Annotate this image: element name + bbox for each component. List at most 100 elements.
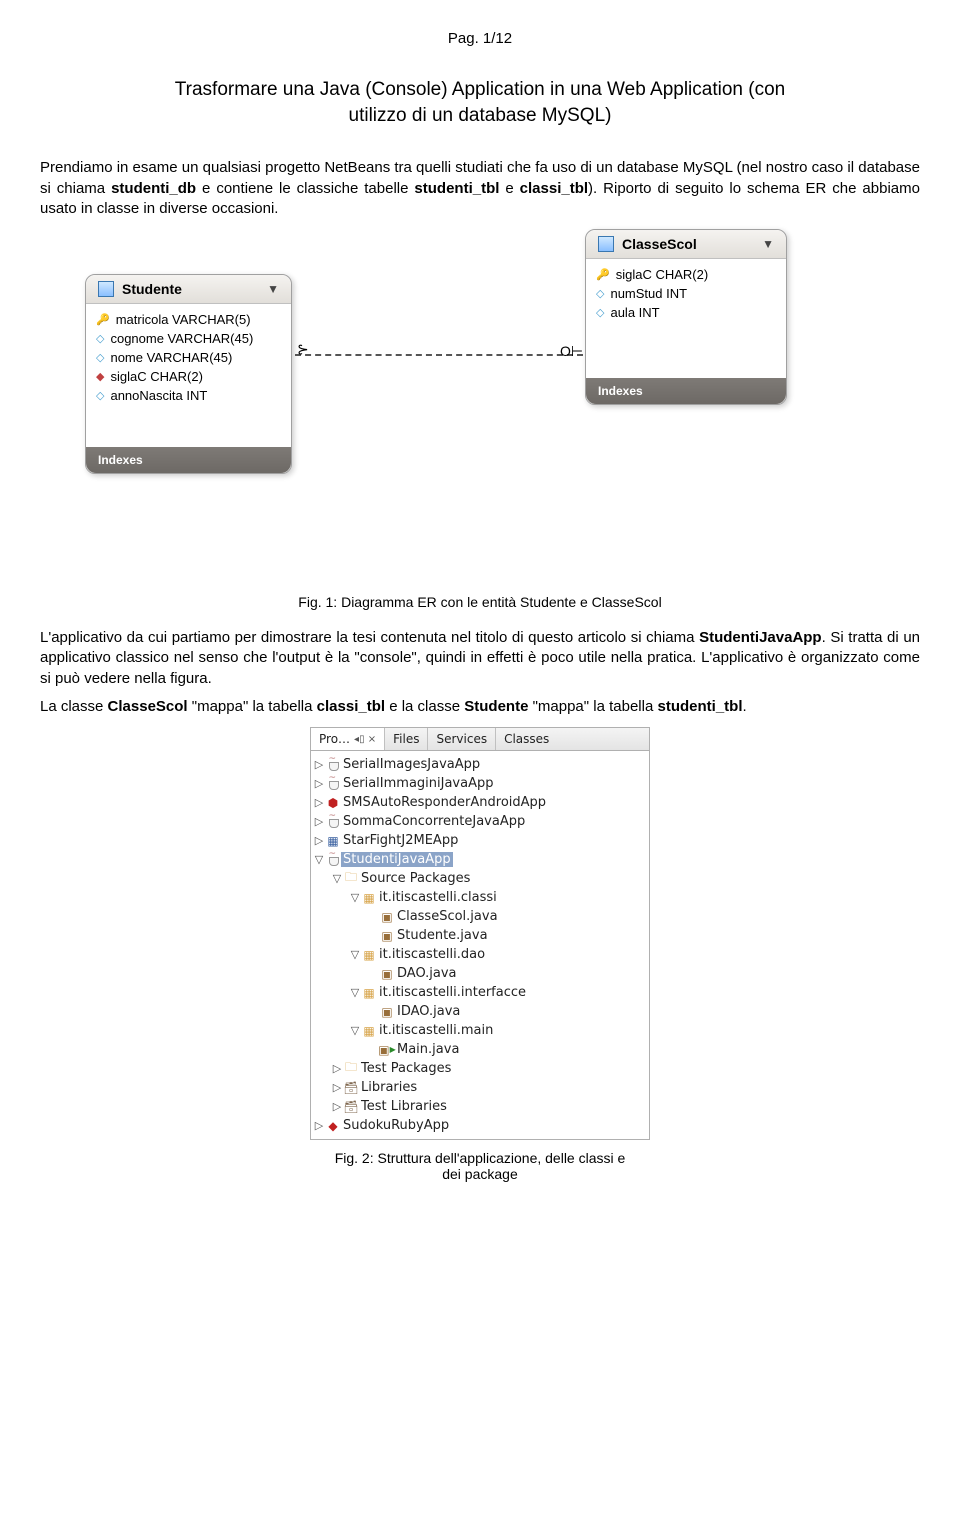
- field-label: siglaC CHAR(2): [616, 267, 708, 282]
- connector-one-icon: O⊢: [560, 343, 583, 360]
- field-label: numStud INT: [610, 286, 687, 301]
- figure-2-caption: Fig. 2: Struttura dell'applicazione, del…: [40, 1150, 920, 1182]
- java-project-icon: [325, 853, 341, 866]
- expand-icon[interactable]: ▷: [313, 777, 325, 790]
- expand-icon[interactable]: ▷: [313, 796, 325, 809]
- title-line-2: utilizzo di un database MySQL): [349, 105, 612, 126]
- entity-classescol: ClasseScol ▼ 🔑siglaC CHAR(2) ◇numStud IN…: [585, 229, 787, 405]
- tree-label: ClasseScol.java: [395, 909, 500, 924]
- expand-icon[interactable]: ▷: [331, 1062, 343, 1075]
- tree-node[interactable]: ▣▶Main.java: [313, 1040, 647, 1059]
- tree-node[interactable]: ▷🗀Test Packages: [313, 1059, 647, 1078]
- tree-node[interactable]: ▣ClasseScol.java: [313, 907, 647, 926]
- table-icon: [98, 281, 114, 297]
- tree-label: SMSAutoResponderAndroidApp: [341, 795, 548, 810]
- tree-label: it.itiscastelli.main: [377, 1023, 495, 1038]
- projects-panel: Pro… ◂▯ × Files Services Classes ▷ Serial…: [310, 727, 650, 1140]
- collapse-icon[interactable]: ▽: [349, 1024, 361, 1037]
- diamond-icon: ◇: [96, 332, 104, 345]
- tab-projects[interactable]: Pro… ◂▯ ×: [311, 728, 385, 750]
- collapse-icon[interactable]: ▽: [331, 872, 343, 885]
- paragraph-1: Prendiamo in esame un qualsiasi progetto…: [40, 158, 920, 219]
- expand-icon[interactable]: ▷: [313, 815, 325, 828]
- page: Pag. 1/12 Trasformare una Java (Console)…: [0, 0, 960, 1230]
- tree-node[interactable]: ▷ SerialImagesJavaApp: [313, 755, 647, 774]
- tab-classes[interactable]: Classes: [496, 728, 557, 750]
- ruby-project-icon: ◆: [325, 1119, 341, 1133]
- java-class-icon: ▣: [379, 929, 395, 943]
- tree-node[interactable]: ▷ SommaConcorrenteJavaApp: [313, 812, 647, 831]
- collapse-icon[interactable]: ▽: [313, 853, 325, 866]
- tree-label: SudokuRubyApp: [341, 1118, 451, 1133]
- field-label: siglaC CHAR(2): [110, 369, 202, 384]
- tree-node[interactable]: ▷ SerialImmaginiJavaApp: [313, 774, 647, 793]
- tree-label: SerialImmaginiJavaApp: [341, 776, 495, 791]
- tree-label: Test Libraries: [359, 1099, 449, 1114]
- field-label: matricola VARCHAR(5): [116, 312, 251, 327]
- expand-icon[interactable]: ▷: [313, 758, 325, 771]
- diamond-icon: ◇: [596, 306, 604, 319]
- expand-icon[interactable]: ▷: [331, 1100, 343, 1113]
- tree-node[interactable]: ▽🗀Source Packages: [313, 869, 647, 888]
- diamond-icon: ◇: [596, 287, 604, 300]
- tree-node-selected[interactable]: ▽StudentiJavaApp: [313, 850, 647, 869]
- entity-spacer: [86, 411, 291, 447]
- tab-label: Pro…: [319, 732, 350, 746]
- tree-node[interactable]: ▣Studente.java: [313, 926, 647, 945]
- tree-label: it.itiscastelli.interfacce: [377, 985, 528, 1000]
- tree-node[interactable]: ▷⬢SMSAutoResponderAndroidApp: [313, 793, 647, 812]
- tree-node[interactable]: ▷🗃Libraries: [313, 1078, 647, 1097]
- tab-controls[interactable]: ◂▯ ×: [354, 734, 376, 745]
- tree-node[interactable]: ▽▦it.itiscastelli.interfacce: [313, 983, 647, 1002]
- page-title: Trasformare una Java (Console) Applicati…: [40, 77, 920, 128]
- tree-label: IDAO.java: [395, 1004, 462, 1019]
- expand-icon[interactable]: ▷: [331, 1081, 343, 1094]
- test-packages-icon: 🗀: [343, 1058, 359, 1079]
- paragraph-3: La classe ClasseScol "mappa" la tabella …: [40, 697, 920, 717]
- figure-1-caption: Fig. 1: Diagramma ER con le entità Stude…: [40, 594, 920, 610]
- tree-label: Studente.java: [395, 928, 490, 943]
- chevron-down-icon: ▼: [267, 282, 279, 296]
- tab-label: Classes: [504, 732, 549, 746]
- key-icon: 🔑: [96, 313, 110, 326]
- table-icon: [598, 236, 614, 252]
- tree-node[interactable]: ▣IDAO.java: [313, 1002, 647, 1021]
- collapse-icon[interactable]: ▽: [349, 948, 361, 961]
- panel-tabs: Pro… ◂▯ × Files Services Classes: [311, 727, 649, 751]
- expand-icon[interactable]: ▷: [313, 834, 325, 847]
- package-icon: ▦: [361, 891, 377, 905]
- collapse-icon[interactable]: ▽: [349, 986, 361, 999]
- diamond-icon: ◇: [96, 389, 104, 402]
- project-tree: ▷ SerialImagesJavaApp ▷ SerialImmaginiJava…: [311, 751, 649, 1139]
- libraries-icon: 🗃: [343, 1081, 359, 1095]
- expand-icon[interactable]: ▷: [313, 1119, 325, 1132]
- entity-name-classescol: ClasseScol: [622, 236, 697, 252]
- connector-many-icon: ⊱: [297, 341, 309, 358]
- title-line-1: Trasformare una Java (Console) Applicati…: [175, 79, 785, 100]
- tab-files[interactable]: Files: [385, 728, 428, 750]
- tab-label: Files: [393, 732, 419, 746]
- tab-services[interactable]: Services: [428, 728, 496, 750]
- java-main-icon: ▣▶: [379, 1043, 395, 1057]
- tree-node[interactable]: ▣DAO.java: [313, 964, 647, 983]
- tree-node[interactable]: ▷◆SudokuRubyApp: [313, 1116, 647, 1135]
- package-icon: ▦: [361, 948, 377, 962]
- java-project-icon: [325, 758, 341, 771]
- collapse-icon[interactable]: ▽: [349, 891, 361, 904]
- entity-header-classescol: ClasseScol ▼: [586, 230, 786, 259]
- tree-label: SerialImagesJavaApp: [341, 757, 482, 772]
- field-label: aula INT: [610, 305, 659, 320]
- tree-node[interactable]: ▽▦it.itiscastelli.main: [313, 1021, 647, 1040]
- tree-node[interactable]: ▽▦it.itiscastelli.dao: [313, 945, 647, 964]
- tree-label: it.itiscastelli.dao: [377, 947, 487, 962]
- tree-label: Source Packages: [359, 871, 472, 886]
- er-connector: [295, 354, 583, 356]
- java-project-icon: [325, 815, 341, 828]
- tree-node[interactable]: ▷🗃Test Libraries: [313, 1097, 647, 1116]
- tree-label: SommaConcorrenteJavaApp: [341, 814, 527, 829]
- package-icon: ▦: [361, 986, 377, 1000]
- tree-node[interactable]: ▷▦StarFightJ2MEApp: [313, 831, 647, 850]
- tree-node[interactable]: ▽▦it.itiscastelli.classi: [313, 888, 647, 907]
- tree-label: Main.java: [395, 1042, 461, 1057]
- entity-body-studente: 🔑matricola VARCHAR(5) ◇cognome VARCHAR(4…: [86, 304, 291, 411]
